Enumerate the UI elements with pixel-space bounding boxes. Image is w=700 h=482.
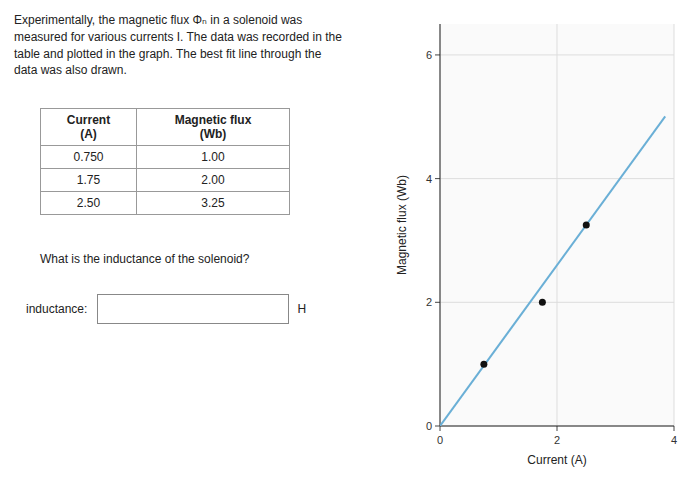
x-axis-label: Current (A) (527, 453, 586, 467)
tick-mark (557, 426, 558, 431)
tick-mark (440, 426, 441, 431)
grid-line (557, 24, 558, 426)
table-row: 2.503.25 (41, 192, 290, 215)
table-cell: 3.25 (137, 192, 290, 215)
tick-mark (674, 426, 675, 431)
plot-area (440, 24, 674, 426)
tick-label: 2 (554, 434, 560, 446)
grid-line (440, 302, 674, 303)
tick-label: 6 (426, 49, 432, 61)
table-row: 0.7501.00 (41, 146, 290, 169)
grid-line (440, 426, 674, 427)
table-cell: 1.75 (41, 169, 137, 192)
table-body: 0.7501.001.752.002.503.25 (41, 146, 290, 215)
table-header-row: Current (A)Magnetic flux (Wb) (41, 109, 290, 146)
tick-mark (435, 302, 440, 303)
axes: 0 2 4 0 2 4 6 (426, 24, 677, 446)
data-layer (440, 116, 665, 426)
tick-label: 0 (426, 420, 432, 432)
unit-label: H (297, 302, 306, 316)
fit-line (440, 116, 665, 426)
table-cell: 2.00 (137, 169, 290, 192)
paragraph: Experimentally, the magnetic flux Φₙ in … (14, 12, 386, 79)
grid-line (440, 178, 674, 179)
tick-mark (435, 426, 440, 427)
y-axis-label: Magnetic flux (Wb) (395, 175, 409, 275)
tick-mark (435, 178, 440, 179)
table-header: Current (A) (41, 109, 137, 146)
table-cell: 0.750 (41, 146, 137, 169)
table-row: 1.752.00 (41, 169, 290, 192)
table-head: Current (A)Magnetic flux (Wb) (41, 109, 290, 146)
grid (440, 24, 674, 426)
data-point (539, 299, 546, 306)
table-cell: 2.50 (41, 192, 137, 215)
grid-line (440, 54, 674, 55)
data-point (583, 222, 590, 229)
problem-panel: Experimentally, the magnetic flux Φₙ in … (0, 0, 390, 482)
grid-line (440, 24, 441, 426)
data-point (480, 361, 487, 368)
y-axis-line (440, 24, 441, 426)
tick-mark (435, 54, 440, 55)
table-cell: 1.00 (137, 146, 290, 169)
tick-label: 4 (426, 173, 432, 185)
x-axis-line (440, 426, 674, 427)
chart-container: 0 2 4 0 2 4 6 Current (A) Magnetic flux (Wb) (392, 8, 692, 478)
tick-label: 2 (426, 296, 432, 308)
chart-svg: 0 2 4 0 2 4 6 Current (A) Magnetic flux (Wb) (392, 8, 692, 474)
data-table: Current (A)Magnetic flux (Wb)0.7501.001.… (40, 108, 290, 215)
grid-line (674, 24, 675, 426)
input-box (97, 294, 289, 324)
input-row: inductance: H (26, 294, 306, 324)
question: What is the inductance of the solenoid? (40, 252, 249, 266)
input-label: inductance: (26, 302, 87, 316)
tick-label: 0 (437, 434, 443, 446)
tick-label: 4 (671, 434, 677, 446)
table-header: Magnetic flux (Wb) (137, 109, 290, 146)
